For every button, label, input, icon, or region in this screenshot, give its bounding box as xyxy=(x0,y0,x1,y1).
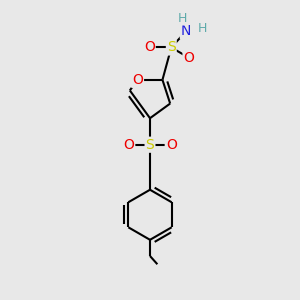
Text: O: O xyxy=(144,40,154,55)
Text: S: S xyxy=(146,138,154,152)
Text: H: H xyxy=(178,11,187,25)
Text: N: N xyxy=(181,24,191,38)
Text: H: H xyxy=(197,22,207,35)
Text: O: O xyxy=(123,138,134,152)
Text: S: S xyxy=(167,40,176,55)
Text: O: O xyxy=(132,73,143,87)
Text: O: O xyxy=(184,51,194,65)
Text: O: O xyxy=(166,138,177,152)
